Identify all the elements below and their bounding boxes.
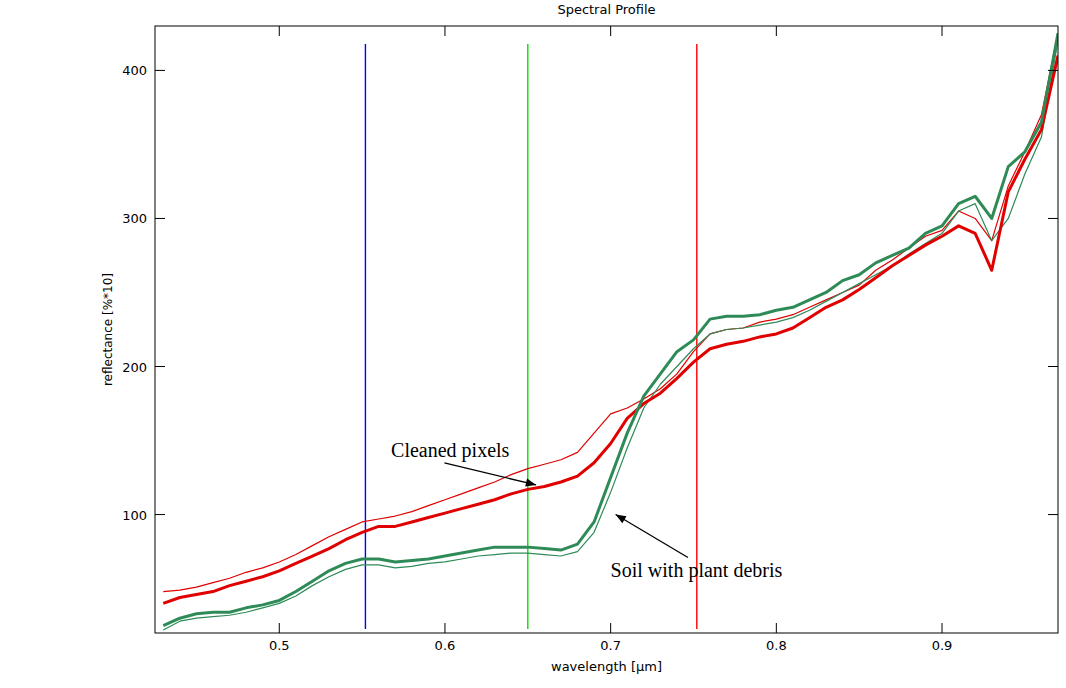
series-line (163, 56, 1058, 604)
x-tick (444, 623, 445, 633)
annotation: Soil with plant debris (611, 559, 783, 582)
x-tick (942, 623, 943, 633)
annotation: Cleaned pixels (391, 439, 510, 462)
marker-line (527, 44, 528, 629)
x-tick (776, 623, 777, 633)
x-tick-label: 0.8 (766, 638, 787, 653)
chart: Spectral Profile 0.5 0.6 0.7 0.8 0.9 100 200 300… (0, 0, 1066, 688)
frame (155, 26, 1058, 633)
x-tick-top (279, 26, 280, 36)
y-tick-label: 100 (122, 508, 147, 523)
y-tick (155, 218, 165, 219)
x-tick-top (776, 26, 777, 36)
y-tick-label: 200 (122, 360, 147, 375)
series-line (163, 33, 1058, 625)
y-tick-right (1048, 70, 1058, 71)
x-tick (279, 623, 280, 633)
y-axis-title: reflectance [%*10] (101, 273, 115, 386)
x-tick-top (444, 26, 445, 36)
y-tick-right (1048, 514, 1058, 515)
series-line (163, 33, 1058, 591)
y-tick-right (1048, 366, 1058, 367)
series-line (163, 41, 1058, 630)
x-tick-label: 0.6 (435, 638, 456, 653)
marker-line (365, 44, 366, 629)
annotation-arrow (444, 463, 536, 485)
title: Spectral Profile (557, 2, 655, 17)
x-tick-label: 0.9 (932, 638, 953, 653)
y-tick-label: 300 (122, 211, 147, 226)
y-tick-right (1048, 218, 1058, 219)
x-tick (610, 623, 611, 633)
arrow-head (525, 479, 536, 487)
y-tick (155, 366, 165, 367)
y-tick-label: 400 (122, 63, 147, 78)
plot-area (163, 33, 1058, 630)
y-tick (155, 70, 165, 71)
y-tick (155, 514, 165, 515)
annotation-arrow (616, 515, 688, 558)
x-tick-top (942, 26, 943, 36)
arrow-head (616, 515, 627, 524)
x-tick-top (610, 26, 611, 36)
x-tick-label: 0.7 (600, 638, 621, 653)
x-tick-label: 0.5 (269, 638, 290, 653)
x-axis-title: wavelength [µm] (551, 659, 662, 674)
